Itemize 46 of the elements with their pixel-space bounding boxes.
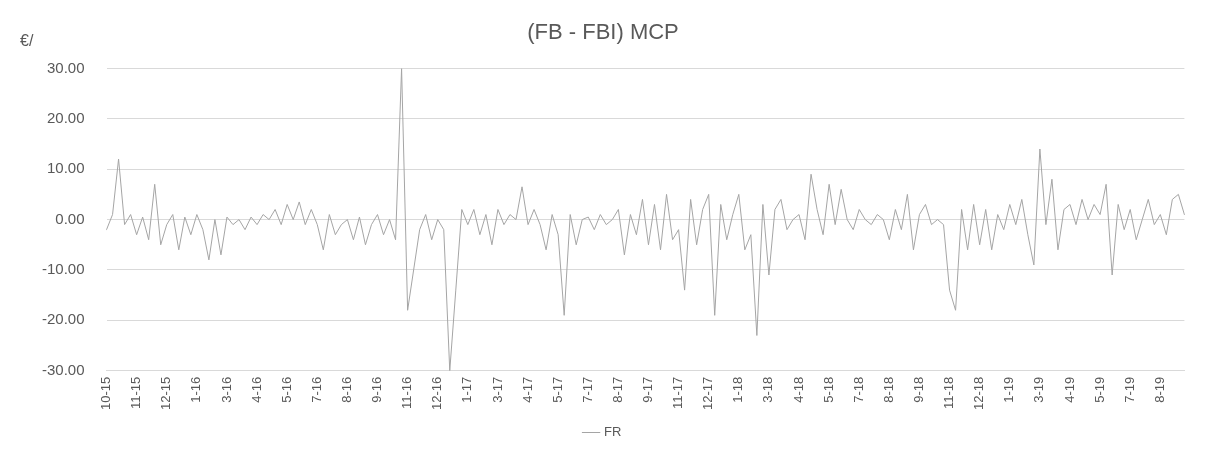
x-tick-label: 3-16 — [218, 376, 234, 403]
x-tick-label: 8-17 — [609, 376, 625, 403]
x-tick-label: 12-16 — [429, 376, 445, 410]
x-tick-label: 4-19 — [1061, 376, 1077, 403]
y-axis-title: €/ — [20, 32, 34, 50]
x-tick-label: 11-18 — [941, 376, 957, 410]
x-tick-label: 12-17 — [700, 376, 716, 410]
x-tick-label: 1-18 — [730, 376, 746, 403]
x-tick-label: 5-17 — [549, 376, 565, 403]
y-tick-label: 20.00 — [46, 108, 85, 126]
chart-title: (FB - FBI) MCP — [527, 19, 679, 45]
x-tick-label: 3-17 — [489, 376, 505, 403]
x-tick-label: 4-16 — [248, 376, 264, 403]
x-tick-label: 1-17 — [459, 376, 475, 403]
x-tick-label: 4-17 — [519, 376, 535, 403]
x-tick-label: 3-18 — [760, 376, 776, 403]
y-tick-label: 10.00 — [46, 159, 85, 177]
x-tick-label: 11-16 — [399, 376, 415, 410]
x-tick-label: 7-17 — [579, 376, 595, 403]
x-tick-label: 9-18 — [911, 376, 927, 403]
x-tick-label: 4-18 — [790, 376, 806, 403]
x-tick-label: 5-19 — [1091, 376, 1107, 403]
y-tick-label: -10.00 — [41, 260, 85, 278]
y-tick-label: 30.00 — [46, 58, 85, 76]
x-tick-label: 10-15 — [98, 376, 114, 410]
x-tick-label: 7-16 — [308, 376, 324, 403]
x-tick-label: 9-17 — [640, 376, 656, 403]
x-tick-label: 5-16 — [278, 376, 294, 403]
y-tick-label: -30.00 — [41, 360, 85, 378]
y-tick-label: -20.00 — [41, 310, 85, 328]
x-tick-label: 1-19 — [1001, 376, 1017, 403]
legend-label: FR — [604, 424, 622, 440]
x-tick-label: 7-18 — [850, 376, 866, 403]
x-tick-label: 11-17 — [670, 376, 686, 410]
x-tick-label: 12-15 — [158, 376, 174, 410]
x-tick-label: 9-16 — [369, 376, 385, 403]
x-tick-label: 7-19 — [1121, 376, 1137, 403]
x-tick-label: 8-18 — [880, 376, 896, 403]
x-tick-label: 5-18 — [820, 376, 836, 403]
y-tick-label: 0.00 — [55, 209, 85, 227]
x-tick-label: 8-16 — [338, 376, 354, 403]
x-tick-label: 12-18 — [971, 376, 987, 410]
x-tick-label: 11-15 — [128, 376, 144, 410]
x-tick-label: 3-19 — [1031, 376, 1047, 403]
x-tick-label: 8-19 — [1151, 376, 1167, 403]
x-tick-label: 1-16 — [188, 376, 204, 403]
